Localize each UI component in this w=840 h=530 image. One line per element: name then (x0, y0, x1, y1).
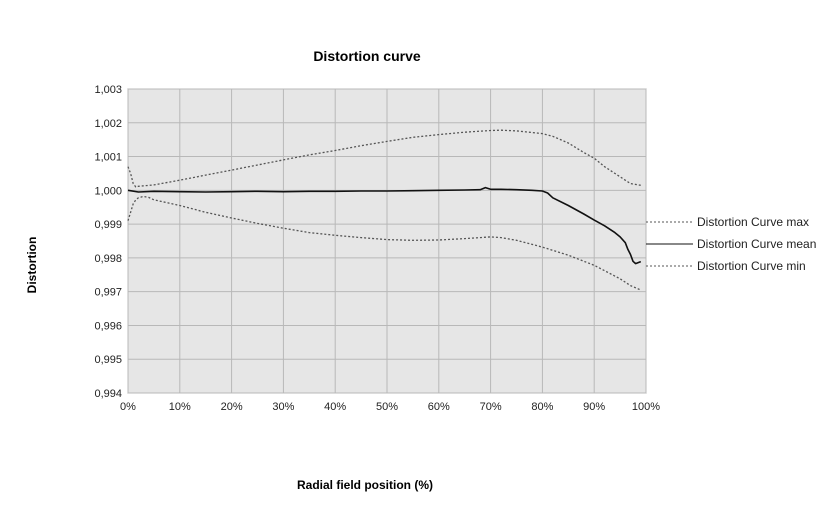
chart-title: Distortion curve (313, 48, 421, 64)
x-tick-label: 30% (272, 401, 294, 413)
legend-label: Distortion Curve min (697, 259, 806, 273)
y-tick-label: 1,001 (94, 152, 122, 164)
y-tick-label: 0,999 (94, 219, 122, 231)
y-axis-title: Distortion (25, 237, 39, 294)
y-tick-label: 0,994 (94, 388, 122, 400)
x-tick-label: 50% (376, 401, 398, 413)
x-tick-label: 90% (583, 401, 605, 413)
x-axis-ticks: 0% 10% 20% 30% 40% 50% 60% 70% 80% 90% 100% (120, 401, 660, 413)
legend-label: Distortion Curve mean (697, 237, 816, 251)
grid-lines (127, 88, 647, 394)
y-tick-label: 1,002 (94, 118, 122, 130)
legend-label: Distortion Curve max (697, 215, 809, 229)
x-tick-label: 70% (480, 401, 502, 413)
y-tick-label: 0,998 (94, 253, 122, 265)
y-tick-label: 0,997 (94, 287, 122, 299)
series-line-distortion-curve-mean (127, 186, 642, 265)
x-tick-label: 60% (428, 401, 450, 413)
x-tick-label: 100% (632, 401, 660, 413)
y-tick-label: 1,003 (94, 84, 122, 96)
x-tick-label: 10% (169, 401, 191, 413)
y-tick-label: 0,996 (94, 320, 122, 332)
series-lines (127, 129, 642, 291)
x-tick-label: 80% (531, 401, 553, 413)
x-tick-label: 40% (324, 401, 346, 413)
y-axis-ticks: 0,994 0,995 0,996 0,997 0,998 0,999 1,000 1,001… (94, 84, 122, 400)
x-tick-label: 20% (221, 401, 243, 413)
y-tick-label: 1,000 (94, 185, 122, 197)
x-axis-title: Radial field position (%) (297, 478, 433, 492)
series-line-distortion-curve-max (127, 129, 641, 188)
y-tick-label: 0,995 (94, 354, 122, 366)
legend: Distortion Curve max Distortion Curve mea… (646, 215, 816, 273)
x-tick-label: 0% (120, 401, 136, 413)
